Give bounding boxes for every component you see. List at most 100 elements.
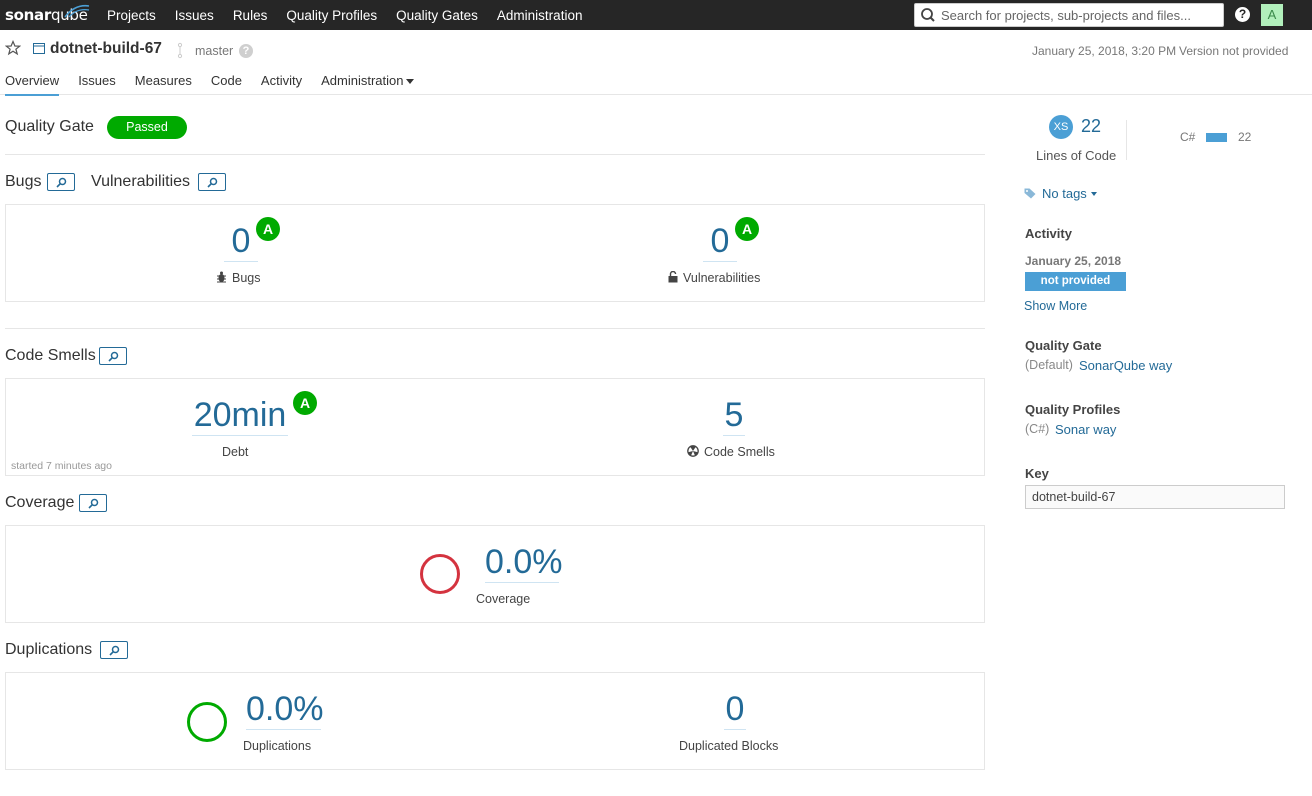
nav-quality-profiles[interactable]: Quality Profiles	[286, 7, 378, 23]
nav-quality-gates[interactable]: Quality Gates	[396, 7, 478, 23]
coverage-label: Coverage	[476, 592, 531, 606]
coverage-value[interactable]: 0.0%	[485, 543, 563, 583]
language-name: C#	[1180, 130, 1196, 144]
code-smells-value[interactable]: 5	[723, 396, 745, 436]
nav-projects[interactable]: Projects	[107, 7, 156, 23]
divider	[1126, 120, 1127, 160]
started-label: started 7 minutes ago	[11, 460, 112, 472]
link-icon	[108, 351, 119, 362]
quality-gate-title: Quality Gate	[5, 118, 94, 135]
lock-icon	[668, 271, 678, 283]
vulnerabilities-value[interactable]: 0	[703, 221, 737, 262]
nav-administration[interactable]: Administration	[496, 7, 583, 23]
global-search[interactable]	[914, 3, 1224, 27]
code-smells-section-title: Code Smells	[5, 347, 96, 364]
duplicated-blocks-value[interactable]: 0	[724, 690, 746, 730]
tags-dropdown[interactable]: No tags	[1024, 186, 1097, 201]
code-smells-label: Code Smells	[687, 445, 775, 459]
quality-gate-sidebar-title: Quality Gate	[1025, 338, 1102, 353]
code-smells-label-text: Code Smells	[704, 445, 775, 459]
link-icon	[207, 177, 218, 188]
bug-icon	[217, 271, 226, 283]
vulnerabilities-section-title: Vulnerabilities	[91, 173, 191, 190]
duplications-link-button[interactable]	[100, 641, 128, 659]
tab-issues[interactable]: Issues	[78, 73, 116, 88]
coverage-panel: 0.0% Coverage	[5, 525, 985, 623]
activity-title: Activity	[1025, 226, 1072, 241]
code-smells-link-button[interactable]	[99, 347, 127, 365]
coverage-donut[interactable]	[420, 554, 460, 594]
vulnerabilities-label-text: Vulnerabilities	[683, 271, 761, 285]
chevron-down-icon	[1090, 191, 1097, 196]
logo-text-sonar: sonar	[5, 6, 51, 24]
link-icon	[56, 177, 67, 188]
project-key-field[interactable]	[1025, 485, 1285, 509]
tab-activity[interactable]: Activity	[260, 73, 303, 88]
link-icon	[109, 645, 120, 656]
tags-label: No tags	[1042, 186, 1087, 201]
duplications-label: Duplications	[243, 739, 312, 753]
nav-issues[interactable]: Issues	[174, 7, 214, 23]
quality-profile-link[interactable]: Sonar way	[1055, 422, 1117, 437]
project-icon	[33, 43, 45, 54]
bugs-rating[interactable]: A	[256, 217, 280, 241]
project-subnav: Overview Issues Measures Code Activity A…	[5, 73, 433, 96]
duplications-value[interactable]: 0.0%	[246, 690, 324, 730]
branch-icon	[177, 42, 183, 59]
help-icon[interactable]: ?	[1235, 7, 1250, 22]
tab-administration[interactable]: Administration	[321, 73, 415, 96]
vulnerabilities-link-button[interactable]	[198, 173, 226, 191]
maintainability-panel: 20min A Debt started 7 minutes ago 5 Cod…	[5, 378, 985, 476]
quality-gate-status-badge: Passed	[107, 116, 187, 139]
tag-icon	[1024, 188, 1036, 199]
activity-date: January 25, 2018	[1025, 254, 1122, 268]
quality-gate-link[interactable]: SonarQube way	[1079, 358, 1173, 373]
avatar[interactable]: A	[1261, 4, 1283, 26]
sonarqube-logo[interactable]: sonar qube	[5, 4, 90, 26]
show-more-link[interactable]: Show More	[1024, 299, 1088, 313]
global-nav: Projects Issues Rules Quality Profiles Q…	[107, 0, 601, 30]
tab-overview[interactable]: Overview	[5, 73, 60, 96]
bugs-link-button[interactable]	[47, 173, 75, 191]
chevron-down-icon	[406, 79, 415, 85]
search-input[interactable]	[941, 5, 1217, 25]
tab-administration-label: Administration	[321, 73, 404, 88]
duplicated-blocks-label: Duplicated Blocks	[679, 739, 779, 753]
star-icon[interactable]	[5, 40, 21, 56]
language-distribution-bar	[1206, 133, 1227, 142]
quality-profile-language: (C#)	[1025, 422, 1050, 436]
tab-code[interactable]: Code	[210, 73, 242, 88]
code-smell-icon	[687, 445, 699, 457]
vulnerabilities-rating[interactable]: A	[735, 217, 759, 241]
divider	[5, 328, 985, 329]
lines-of-code-value[interactable]: 22	[1081, 116, 1102, 136]
branch-name: master	[195, 44, 234, 58]
tab-measures[interactable]: Measures	[134, 73, 192, 88]
debt-label: Debt	[222, 445, 249, 459]
project-name[interactable]: dotnet-build-67	[50, 40, 162, 57]
search-icon	[915, 4, 941, 26]
top-navbar: sonar qube Projects Issues Rules Quality …	[0, 0, 1312, 30]
bugs-section-title: Bugs	[5, 173, 42, 190]
project-version: Version not provided	[1179, 44, 1289, 58]
coverage-link-button[interactable]	[79, 494, 107, 512]
divider	[5, 154, 985, 155]
branch-help-icon[interactable]: ?	[239, 44, 253, 58]
debt-rating[interactable]: A	[293, 391, 317, 415]
bugs-value[interactable]: 0	[224, 221, 258, 262]
quality-gate-default-label: (Default)	[1025, 358, 1073, 372]
link-icon	[88, 498, 99, 509]
duplications-panel: 0.0% Duplications 0 Duplicated Blocks	[5, 672, 985, 770]
lines-of-code-label: Lines of Code	[1036, 148, 1117, 163]
bugs-label: Bugs	[216, 271, 261, 285]
analysis-date: January 25, 2018, 3:20 PM	[1032, 44, 1177, 58]
duplications-donut[interactable]	[187, 702, 227, 742]
reliability-panel: 0 A Bugs 0 A Vulnerabilities	[5, 204, 985, 302]
debt-value[interactable]: 20min	[192, 396, 288, 436]
nav-rules[interactable]: Rules	[232, 7, 268, 23]
activity-version-badge: not provided	[1025, 272, 1126, 291]
project-header: dotnet-build-67 master ? January 25, 201…	[0, 30, 1312, 96]
bugs-label-text: Bugs	[232, 271, 261, 285]
size-rating-badge: XS	[1049, 115, 1073, 139]
logo-arc-icon	[64, 4, 90, 18]
